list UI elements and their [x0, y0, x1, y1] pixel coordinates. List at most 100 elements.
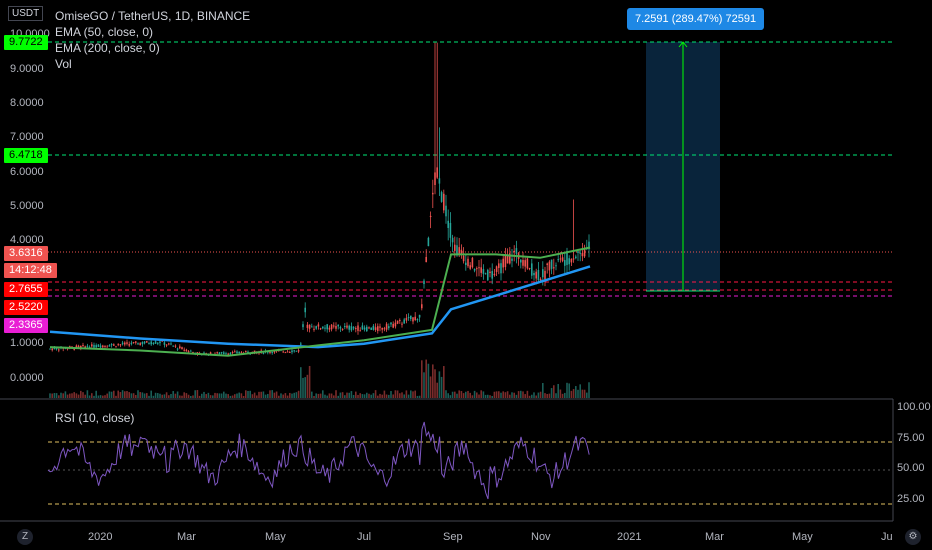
volume-bar [392, 394, 394, 398]
volume-bar [234, 394, 236, 398]
volume-bar [176, 391, 179, 398]
candle-body [515, 248, 518, 254]
volume-bar [264, 394, 267, 398]
candle-body [82, 345, 84, 347]
volume-bar [126, 391, 128, 398]
candle-body [229, 352, 232, 355]
volume-bar [306, 374, 309, 398]
volume-bar [223, 391, 225, 398]
volume-bar [526, 390, 529, 398]
volume-bar [561, 393, 564, 398]
volume-bar [396, 390, 399, 398]
volume-bar [108, 391, 111, 398]
candle-body [357, 325, 359, 331]
price-tag-9-7722[interactable]: 9.7722 [4, 35, 48, 50]
volume-bar [161, 394, 163, 398]
volume-bar [106, 393, 108, 398]
candle-body [370, 327, 372, 330]
volume-bar [533, 392, 535, 398]
measure-label[interactable]: 7.2591 (289.47%) 72591 [627, 8, 765, 30]
rsi-tick: 75.00 [897, 432, 925, 444]
candle-body [141, 342, 144, 345]
candle-body [471, 257, 474, 268]
candle-body [174, 345, 177, 347]
volume-bar [546, 393, 548, 398]
unit-badge[interactable]: USDT [8, 6, 44, 21]
volume-bar [62, 393, 64, 398]
time-label: May [792, 531, 813, 543]
candle-body [187, 351, 190, 353]
volume-bar [537, 392, 540, 398]
volume-bar [462, 393, 465, 398]
volume-bar [535, 395, 537, 398]
volume-bar [322, 390, 324, 398]
candle-body [381, 327, 383, 330]
candle-body [84, 346, 86, 349]
rsi-title[interactable]: RSI (10, close) [55, 411, 135, 425]
candle-body [511, 258, 513, 261]
candle-body [227, 353, 229, 355]
volume-bar [311, 391, 313, 398]
candle-body [86, 345, 89, 347]
price-tag-6-4718[interactable]: 6.4718 [4, 148, 48, 163]
volume-bar [73, 392, 75, 398]
volume-bar [267, 393, 269, 398]
candle-body [524, 260, 526, 267]
candle-body [271, 352, 273, 354]
ema-50-line[interactable] [49, 246, 591, 357]
candle-body [396, 320, 399, 324]
volume-bar [416, 395, 419, 398]
last-price-tag[interactable]: 3.6316 [4, 246, 48, 261]
rsi-line[interactable] [47, 421, 590, 500]
volume-bar [447, 393, 449, 398]
volume-bar [570, 390, 573, 398]
symbol-title[interactable]: OmiseGO / TetherUS, 1D, BINANCE [55, 9, 251, 23]
candle-body [163, 342, 166, 345]
volume-bar [566, 382, 568, 398]
time-label: Ju [881, 531, 893, 543]
volume-bar [245, 390, 247, 398]
volume-bar [421, 360, 423, 398]
gear-icon[interactable]: ⚙ [905, 529, 921, 545]
candle-body [458, 247, 460, 256]
time-label: 2020 [88, 531, 113, 543]
volume-bar [388, 394, 390, 398]
volume-bar [183, 392, 185, 398]
volume-bar [482, 391, 485, 398]
price-tag-2-5220[interactable]: 2.5220 [4, 300, 48, 315]
measure-arrow-head [678, 41, 688, 48]
legend-ema-200[interactable]: EMA (200, close, 0) [55, 41, 160, 55]
volume-bar [293, 392, 295, 398]
timezone-icon[interactable]: Z [17, 529, 33, 545]
candlestick-series[interactable] [49, 42, 590, 357]
candle-body [119, 344, 122, 346]
volume-bar [181, 395, 183, 398]
price-tag-2-7655[interactable]: 2.7655 [4, 282, 48, 297]
volume-bar [341, 392, 344, 398]
candle-body [240, 352, 243, 354]
ema-200-line[interactable] [49, 265, 591, 349]
candle-body [583, 248, 586, 257]
volume-bar [128, 392, 130, 398]
candle-body [454, 244, 456, 251]
volume-bar [55, 393, 58, 398]
candle-body [51, 348, 53, 351]
candle-body [80, 345, 82, 349]
volume-bar [432, 364, 434, 398]
volume-bar [198, 395, 201, 398]
legend-ema-50[interactable]: EMA (50, close, 0) [55, 25, 154, 39]
volume-bar [451, 391, 454, 398]
price-tick: 5.0000 [10, 200, 44, 212]
volume-bar [304, 377, 306, 398]
volume-bar [97, 395, 100, 398]
volume-bar [80, 390, 82, 398]
candle-body [352, 327, 355, 329]
volume-bar [308, 365, 311, 398]
price-tag-2-3365[interactable]: 2.3365 [4, 318, 48, 333]
candle-body [379, 326, 381, 328]
volume-bar [115, 395, 117, 398]
volume-bar [286, 395, 289, 398]
legend-vol[interactable]: Vol [55, 57, 72, 71]
candle-body [55, 347, 58, 350]
